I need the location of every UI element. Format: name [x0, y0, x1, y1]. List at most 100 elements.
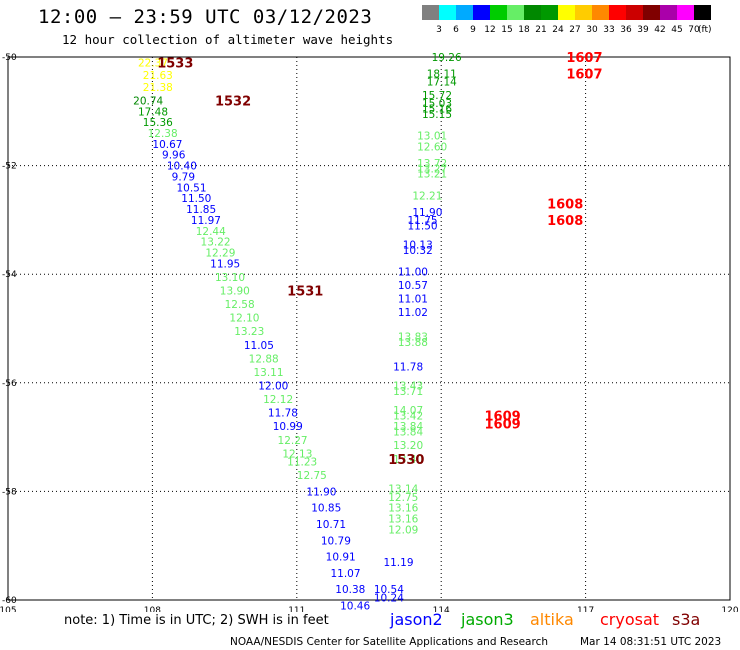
x-tick-label: 120 — [721, 606, 738, 612]
wave-height-label: 12.44 — [196, 226, 226, 238]
wave-height-label: 11.19 — [383, 557, 413, 569]
wave-height-label: 10.57 — [398, 280, 428, 292]
page-subtitle: 12 hour collection of altimeter wave hei… — [62, 32, 394, 47]
y-tick-label: -50 — [2, 53, 17, 63]
color-swatch — [422, 5, 439, 20]
color-scale-label: 45 — [671, 25, 683, 35]
pass-time-label: 1533 — [157, 56, 193, 71]
wave-height-label: 13.84 — [393, 427, 423, 439]
wave-height-label: 13.16 — [388, 503, 418, 515]
color-swatch — [609, 5, 626, 20]
credit-text: NOAA/NESDIS Center for Satellite Applica… — [230, 636, 548, 648]
color-scale-label: 18 — [518, 25, 530, 35]
color-swatch — [439, 5, 456, 20]
wave-height-label: 13.27 — [417, 163, 447, 175]
wave-height-label: 11.02 — [398, 307, 428, 319]
wave-height-label: 13.43 — [393, 381, 423, 393]
y-tick-label: -52 — [2, 162, 17, 172]
wave-height-label: 10.51 — [176, 182, 206, 194]
y-tick-label: -54 — [2, 270, 17, 280]
pass-time-label: 1607 — [566, 51, 602, 66]
wave-height-label: 11.78 — [393, 362, 423, 374]
wave-height-label: 10.46 — [340, 600, 370, 612]
x-tick-label: 111 — [288, 606, 305, 612]
wave-height-label: 21.63 — [143, 70, 173, 82]
wave-height-label: 13.20 — [393, 440, 423, 452]
color-swatch — [643, 5, 660, 20]
wave-height-label: 15.36 — [143, 117, 173, 129]
wave-height-label: 10.54 — [374, 584, 404, 596]
wave-height-label: 11.90 — [306, 486, 336, 498]
color-swatch — [592, 5, 609, 20]
color-swatch — [660, 5, 677, 20]
pass-time-label: 1608 — [547, 198, 583, 213]
color-scale-label: 3 — [436, 25, 442, 35]
wave-height-label: 13.84 — [393, 421, 423, 433]
wave-height-label: 11.95 — [210, 258, 240, 270]
x-tick-label: 105 — [0, 606, 17, 612]
color-swatch — [677, 5, 694, 20]
wave-height-label: 9.96 — [162, 150, 186, 162]
wave-height-label: 20.74 — [133, 95, 163, 107]
satellite-label-altika: altika — [530, 610, 574, 629]
wave-height-label: 10.13 — [379, 611, 409, 612]
wave-height-label: 10.38 — [335, 584, 365, 596]
wave-height-label: 11.75 — [408, 215, 438, 227]
color-scale-label: 39 — [637, 25, 649, 35]
color-scale-label: 24 — [552, 25, 564, 35]
satellite-label-cryosat: cryosat — [600, 610, 660, 629]
wave-height-label: 13.72 — [417, 158, 447, 170]
wave-height-label: 11.01 — [398, 294, 428, 306]
wave-height-label: 13.71 — [393, 386, 423, 398]
wave-height-label: 18.11 — [427, 68, 457, 80]
wave-height-label: 10.79 — [321, 535, 351, 547]
color-swatch — [524, 5, 541, 20]
page-title: 12:00 – 23:59 UTC 03/12/2023 — [38, 6, 373, 28]
y-tick-label: -58 — [2, 487, 17, 497]
color-scale-label: 42 — [654, 25, 666, 35]
wave-height-label: 12.13 — [282, 448, 312, 460]
x-tick-label: 114 — [433, 606, 450, 612]
color-scale-label: 27 — [569, 25, 581, 35]
color-scale-label: 30 — [586, 25, 598, 35]
wave-height-label: 11.50 — [408, 220, 438, 232]
color-scale-unit: (ft) — [698, 25, 712, 35]
wave-height-label: 13.01 — [417, 131, 447, 143]
wave-height-label: 12.88 — [249, 353, 279, 365]
wave-height-label: 15.03 — [422, 98, 452, 110]
wave-height-label: 13.23 — [234, 326, 264, 338]
wave-height-label: 11.50 — [181, 193, 211, 205]
wave-height-label: 13.88 — [398, 337, 428, 349]
pass-time-label: 1609 — [485, 418, 521, 433]
wave-height-label: 10.32 — [403, 245, 433, 257]
wave-height-label: 12.10 — [229, 313, 259, 325]
pass-time-label: 1609 — [485, 409, 521, 424]
generated-timestamp: Mar 14 08:31:51 UTC 2023 — [580, 636, 722, 648]
wave-height-label: 13.16 — [388, 514, 418, 526]
wave-height-label: 10.85 — [311, 503, 341, 515]
wave-height-label: 10.71 — [316, 519, 346, 531]
wave-height-label: 13.21 — [417, 169, 447, 181]
x-tick-label: 108 — [144, 606, 161, 612]
wave-height-label: 12.09 — [388, 524, 418, 536]
wave-height-label: 10.99 — [273, 421, 303, 433]
color-swatch — [694, 5, 711, 20]
wave-height-chart: 105 108 111 114 117 120 -50 -52 -54 -56 -58 -60 22.3… — [0, 51, 739, 612]
pass-time-label: 1607 — [566, 67, 602, 82]
y-tick-label: -56 — [2, 379, 17, 389]
wave-height-label: 10.40 — [167, 161, 197, 173]
pass-time-label: 1608 — [547, 214, 583, 229]
satellite-label-jason2: jason2 — [390, 610, 443, 629]
wave-height-label: 11.23 — [287, 457, 317, 469]
color-swatch — [575, 5, 592, 20]
wave-height-label: 13.10 — [215, 272, 245, 284]
wave-height-label: 10.24 — [374, 592, 404, 604]
satellite-label-s3a: s3a — [672, 610, 701, 629]
wave-height-label: 15.15 — [422, 109, 452, 121]
wave-height-label: 21.38 — [143, 82, 173, 94]
wave-height-label: 13.83 — [398, 332, 428, 344]
wave-height-label: 22.37 — [138, 57, 168, 69]
wave-height-label: 10.13 — [403, 239, 433, 251]
wave-height-label: 17.48 — [138, 106, 168, 118]
color-scale-label: 36 — [620, 25, 632, 35]
